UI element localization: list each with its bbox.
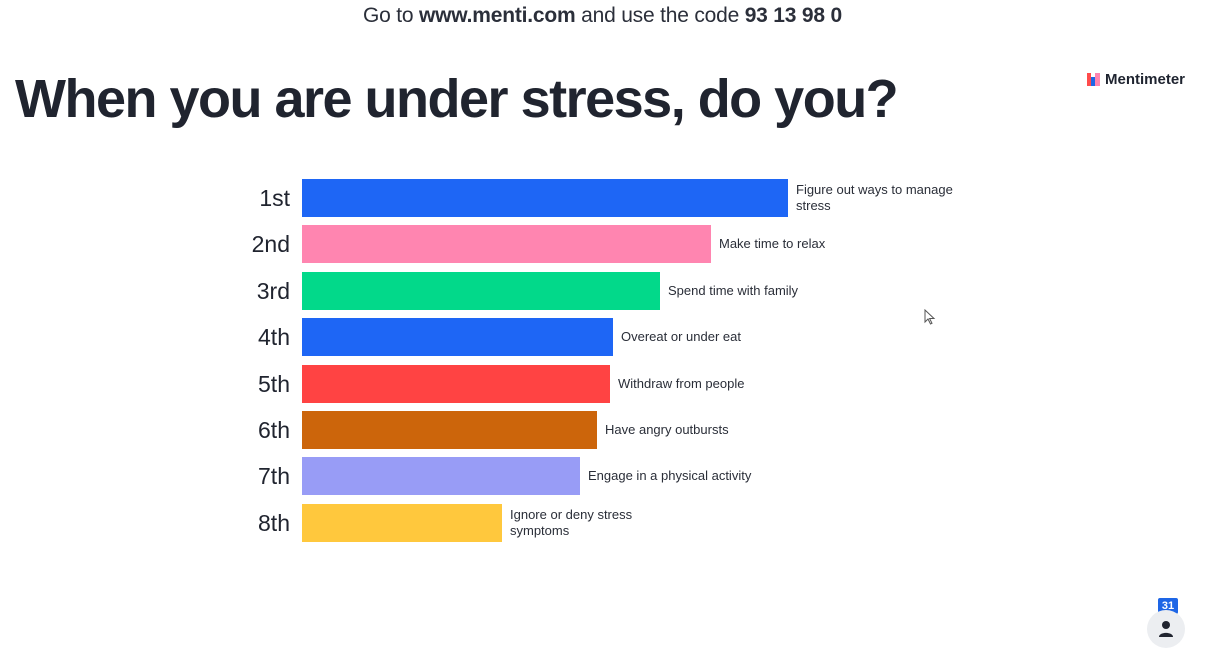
participants-button[interactable] [1147,610,1185,648]
join-url[interactable]: www.menti.com [419,4,576,27]
bar-4 [302,318,613,357]
slide-title: When you are under stress, do you? [15,69,899,129]
bar-2 [302,225,711,264]
bar-label-1: Figure out ways to manage stress [796,182,953,213]
bar-label-6: Have angry outbursts [605,422,729,437]
bar-3 [302,271,660,310]
person-icon [1159,621,1173,637]
bar-label-4: Overeat or under eat [621,329,741,345]
join-instructions: Go to www.menti.com and use the code 93 … [0,4,1205,28]
bar-label-2: Make time to relax [719,236,826,252]
rank-label-6: 6th [258,417,290,443]
bar-6 [302,411,597,449]
rank-label-5: 5th [258,370,290,397]
bar-label-3: Spend time with family [668,282,799,298]
bar-1 [302,179,788,217]
rank-label-2: 2nd [251,231,290,258]
bar-8 [302,503,502,542]
bar-label-8: Ignore or deny stress symptoms [510,506,633,538]
join-prefix: Go to [363,4,420,27]
rank-label-7: 7th [258,463,290,490]
bar-7 [302,457,580,496]
participants-widget[interactable]: 31 [1147,598,1187,648]
brand-name: Mentimeter [1105,71,1186,88]
rank-label-4: 4th [258,324,290,351]
rank-label-3: 3rd [256,277,290,304]
bar-label-5: Withdraw from people [618,375,745,391]
join-middle: and use the code [575,4,745,27]
bar-5 [302,364,610,403]
mouse-pointer-icon [924,309,936,325]
rank-label-1: 1st [259,185,290,211]
bar-label-7: Engage in a physical activity [588,468,752,484]
join-code: 93 13 98 0 [744,4,842,27]
mentimeter-logo-icon [1087,73,1100,86]
brand-logo: Mentimeter [1087,71,1185,88]
rank-label-8: 8th [258,509,290,536]
